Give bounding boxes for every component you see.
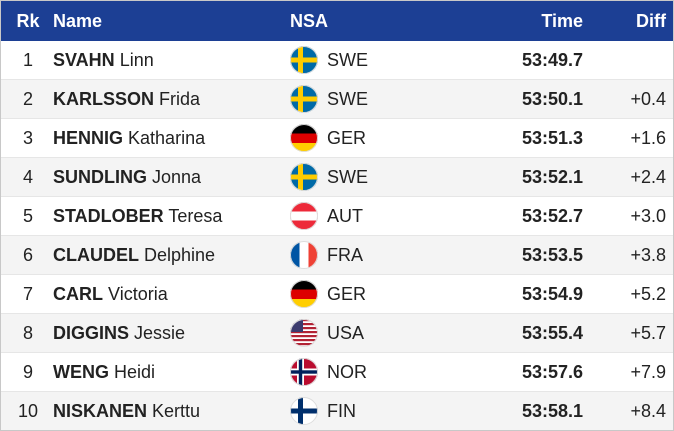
athlete-name: CLAUDEL Delphine [53,236,215,275]
table-row: 2 KARLSSON Frida SWE 53:50.1 +0.4 [1,80,673,119]
flag-icon [290,280,318,308]
time: 53:53.5 [521,245,583,265]
nsa-code: AUT [327,206,363,226]
surname: SUNDLING [53,167,147,187]
time: 53:54.9 [521,284,583,304]
nsa-code: FRA [327,245,363,265]
athlete-name: KARLSSON Frida [53,80,200,119]
athlete-name: STADLOBER Teresa [53,197,222,236]
flag-icon [290,319,318,347]
athlete-name: SUNDLING Jonna [53,158,201,197]
surname: SVAHN [53,50,115,70]
rank: 3 [22,128,33,148]
surname: WENG [53,362,109,382]
header-rank: Rk [16,11,40,31]
athlete-name: DIGGINS Jessie [53,314,185,353]
surname: STADLOBER [53,206,164,226]
firstname: Victoria [108,284,168,304]
flag-icon [290,85,318,113]
diff: +5.2 [630,284,666,304]
table-row: 7 CARL Victoria GER 53:54.9 +5.2 [1,275,673,314]
firstname: Jonna [152,167,202,187]
firstname: Frida [159,89,201,109]
rank: 5 [22,206,33,226]
firstname: Teresa [168,206,223,226]
flag-icon [290,124,318,152]
diff: +0.4 [630,89,666,109]
firstname: Kerttu [152,401,201,421]
header-time: Time [541,11,583,31]
rank: 6 [22,245,33,265]
firstname: Katharina [128,128,206,148]
header-diff: Diff [636,11,666,31]
rank: 8 [22,323,33,343]
time: 53:52.1 [521,167,583,187]
time: 53:51.3 [521,128,583,148]
athlete-name: SVAHN Linn [53,41,154,80]
time: 53:58.1 [521,401,583,421]
rank: 10 [17,401,39,421]
table-row: 10 NISKANEN Kerttu FIN 53:58.1 +8.4 [1,392,673,430]
flag-icon [290,358,318,386]
firstname: Heidi [114,362,156,382]
header-nsa: NSA [290,11,329,31]
table-row: 5 STADLOBER Teresa AUT 53:52.7 +3.0 [1,197,673,236]
diff: +8.4 [630,401,666,421]
athlete-name: CARL Victoria [53,275,168,314]
diff: +2.4 [630,167,666,187]
time: 53:49.7 [521,50,583,70]
flag-icon [290,397,318,425]
surname: CLAUDEL [53,245,139,265]
flag-icon [290,163,318,191]
table-row: 1 SVAHN Linn SWE 53:49.7 [1,41,673,80]
time: 53:55.4 [521,323,583,343]
rank: 7 [22,284,33,304]
time: 53:50.1 [521,89,583,109]
diff: +3.0 [630,206,666,226]
firstname: Jessie [134,323,186,343]
diff: +7.9 [630,362,666,382]
surname: CARL [53,284,103,304]
rank: 4 [22,167,33,187]
nsa-code: SWE [327,89,369,109]
table-row: 9 WENG Heidi NOR 53:57.6 +7.9 [1,353,673,392]
time: 53:52.7 [521,206,583,226]
athlete-name: WENG Heidi [53,353,155,392]
flag-icon [290,241,318,269]
diff: +5.7 [630,323,666,343]
nsa-code: GER [327,284,367,304]
nsa-code: GER [327,128,367,148]
table-header: Rk Name NSA Time Diff [1,1,673,41]
table-row: 6 CLAUDEL Delphine FRA 53:53.5 +3.8 [1,236,673,275]
table-row: 4 SUNDLING Jonna SWE 53:52.1 +2.4 [1,158,673,197]
rank: 9 [22,362,33,382]
firstname: Delphine [144,245,216,265]
flag-icon [290,202,318,230]
nsa-code: SWE [327,50,369,70]
table-row: 3 HENNIG Katharina GER 53:51.3 +1.6 [1,119,673,158]
surname: NISKANEN [53,401,148,421]
header-name: Name [53,11,103,31]
diff: +3.8 [630,245,666,265]
flag-icon [290,46,318,74]
athlete-name: NISKANEN Kerttu [53,392,201,430]
nsa-code: NOR [327,362,367,382]
table-row: 8 DIGGINS Jessie USA 53:55.4 +5.7 [1,314,673,353]
nsa-code: USA [327,323,365,343]
diff: +1.6 [630,128,666,148]
time: 53:57.6 [521,362,583,382]
surname: DIGGINS [53,323,130,343]
rank: 1 [22,50,33,70]
firstname: Linn [119,50,154,70]
nsa-code: FIN [327,401,356,421]
athlete-name: HENNIG Katharina [53,119,205,158]
nsa-code: SWE [327,167,369,187]
rank: 2 [22,89,33,109]
surname: HENNIG [53,128,124,148]
surname: KARLSSON [53,89,155,109]
